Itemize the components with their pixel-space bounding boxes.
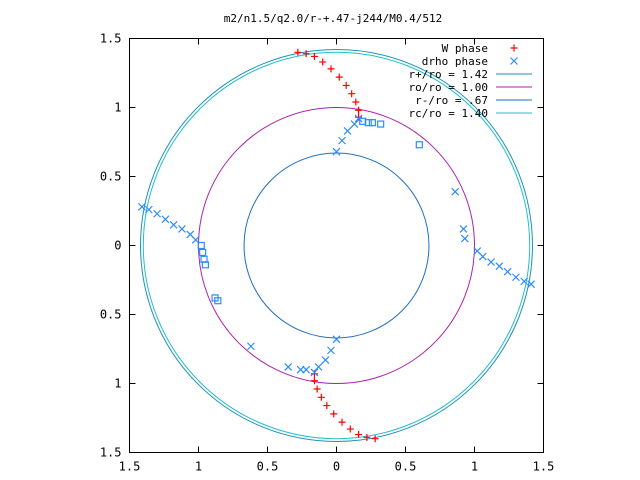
y-tick-label: 1.5	[100, 446, 122, 460]
data-point	[520, 277, 529, 286]
data-point	[313, 385, 321, 393]
data-point	[296, 365, 305, 374]
data-point	[327, 346, 335, 355]
x-tick-label: 1.5	[533, 460, 555, 474]
data-point	[178, 225, 186, 233]
data-point	[495, 262, 504, 271]
data-point	[503, 267, 512, 276]
x-tick-label: 1	[195, 460, 202, 474]
data-point	[460, 234, 469, 243]
legend-label: r+/ro = 1.42	[409, 68, 488, 81]
data-point	[355, 431, 363, 439]
legend-label: ro/ro = 1.00	[409, 81, 488, 94]
data-point	[363, 433, 371, 441]
circle-r-ro-1-42	[140, 49, 533, 442]
data-point	[338, 418, 346, 426]
data-point	[317, 393, 325, 401]
data-point	[310, 377, 318, 385]
circle-r-ro-67	[243, 152, 430, 339]
data-point	[415, 141, 423, 149]
y-tick-label: 1	[114, 377, 121, 391]
legend-swatch	[510, 57, 518, 65]
legend-label: W phase	[442, 42, 488, 55]
data-point	[355, 106, 363, 114]
data-point	[144, 205, 153, 214]
chart-title: m2/n1.5/q2.0/r-+.47-j244/M0.4/512	[224, 12, 443, 25]
data-point	[323, 402, 331, 410]
data-point	[348, 90, 356, 98]
data-point	[352, 98, 360, 106]
x-tick-label: 0.5	[395, 460, 417, 474]
x-tick-label: 0.5	[257, 460, 279, 474]
legend-label: rc/ro = 1.40	[409, 107, 488, 120]
data-point	[284, 363, 293, 371]
data-point	[310, 370, 318, 378]
data-point	[478, 252, 487, 261]
data-point	[338, 136, 346, 145]
data-point	[214, 297, 222, 305]
data-point	[153, 209, 162, 218]
x-tick-label: 0	[333, 460, 340, 474]
data-point	[377, 120, 385, 128]
data-point	[343, 127, 352, 135]
data-point	[354, 114, 363, 123]
data-point	[302, 365, 311, 374]
x-tick-label: 1.5	[119, 460, 141, 474]
x-tick-label: 1	[471, 460, 478, 474]
data-point	[199, 248, 207, 256]
axis-ticks: 1.5 1 0.5 0 0.5 1 1.51.510.500.511.5	[100, 32, 555, 474]
data-point	[197, 241, 205, 250]
data-point	[355, 113, 363, 121]
y-tick-label: 0.5	[100, 170, 122, 184]
data-point	[294, 48, 302, 56]
reference-circles	[140, 49, 533, 442]
legend-swatch	[510, 44, 518, 52]
y-tick-label: 0	[114, 239, 121, 253]
data-point	[459, 225, 468, 233]
y-tick-label: 0.5	[100, 308, 122, 322]
y-tick-label: 1	[114, 101, 121, 115]
data-point	[371, 435, 379, 443]
data-point	[350, 120, 359, 128]
data-point	[319, 58, 327, 66]
circle-rc-ro-1-40	[142, 51, 531, 440]
data-point	[247, 342, 255, 351]
data-point	[342, 81, 350, 89]
data-point	[169, 220, 178, 229]
data-points	[137, 48, 536, 443]
data-point	[527, 280, 536, 289]
data-point	[451, 187, 460, 196]
data-point	[368, 119, 376, 127]
data-point	[327, 65, 335, 73]
data-point	[161, 215, 170, 224]
data-point	[332, 335, 341, 344]
data-point	[137, 202, 146, 211]
legend-label: drho phase	[422, 55, 488, 68]
data-point	[321, 356, 330, 364]
data-point	[487, 258, 495, 266]
data-point	[335, 73, 343, 81]
data-point	[314, 363, 323, 371]
data-point	[364, 119, 372, 127]
circle-ro-ro-1-00	[198, 107, 475, 384]
data-point	[310, 52, 318, 60]
y-tick-label: 1.5	[100, 32, 122, 46]
data-point	[332, 147, 341, 156]
data-point	[310, 368, 319, 377]
legend-label: r-/ro = .67	[415, 94, 488, 107]
data-point	[330, 410, 338, 418]
data-point	[511, 273, 520, 282]
data-point	[201, 261, 209, 269]
data-point	[346, 425, 354, 433]
data-point	[302, 50, 310, 58]
